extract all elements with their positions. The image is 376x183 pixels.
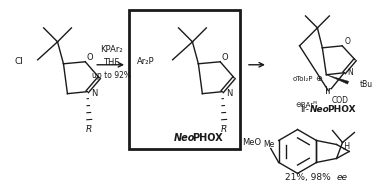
Text: KPAr₂: KPAr₂	[100, 45, 123, 54]
Bar	[129, 10, 240, 150]
Polygon shape	[326, 75, 349, 84]
Text: Neo: Neo	[309, 105, 329, 114]
Text: ⊖BArᴹ: ⊖BArᴹ	[296, 102, 317, 108]
Text: up to 92%: up to 92%	[92, 71, 130, 80]
Text: PHOX: PHOX	[327, 105, 356, 114]
Text: oTol₂P: oTol₂P	[292, 76, 313, 82]
Text: PHOX: PHOX	[192, 132, 223, 143]
Text: Ir: Ir	[325, 86, 332, 96]
Text: N: N	[226, 89, 232, 98]
Text: Cl: Cl	[15, 57, 24, 66]
Text: Me: Me	[263, 140, 274, 149]
Text: O: O	[344, 37, 350, 46]
Text: O: O	[222, 53, 229, 62]
Text: THF: THF	[103, 58, 119, 67]
Text: MeO: MeO	[242, 138, 261, 147]
Text: N: N	[347, 68, 353, 77]
Text: tBu: tBu	[360, 80, 373, 89]
Text: Ar₂P: Ar₂P	[137, 57, 155, 66]
Text: R̅: R̅	[86, 125, 92, 134]
Text: Neo: Neo	[174, 132, 195, 143]
Text: ⊕: ⊕	[315, 74, 322, 83]
Text: O: O	[87, 53, 94, 62]
Text: COD: COD	[332, 96, 349, 105]
Text: Ir-: Ir-	[300, 105, 309, 114]
Text: R̅: R̅	[221, 125, 227, 134]
Text: 21%, 98%: 21%, 98%	[285, 173, 331, 182]
Text: N: N	[91, 89, 97, 98]
Text: ee: ee	[337, 173, 348, 182]
Text: ,H: ,H	[343, 142, 350, 151]
